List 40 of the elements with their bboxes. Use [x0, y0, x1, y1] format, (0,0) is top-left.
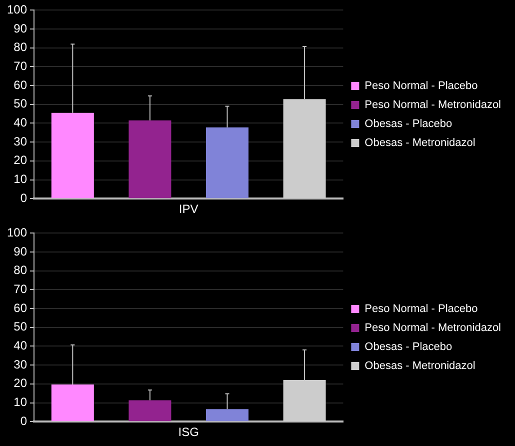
y-tick-label: 90 — [14, 244, 28, 258]
legend-label: Obesas - Placebo — [364, 341, 452, 354]
bar — [128, 400, 172, 422]
bar — [206, 409, 248, 422]
legend-label: Obesas - Metronidazol — [364, 137, 476, 150]
bar — [51, 112, 94, 198]
y-tick-label: 40 — [14, 116, 28, 130]
y-tick-label: 60 — [14, 78, 28, 92]
y-tick-label: 10 — [14, 172, 28, 186]
bar — [283, 99, 326, 198]
y-tick-label: 30 — [14, 134, 28, 148]
legend-label: Peso Normal - Placebo — [364, 80, 478, 92]
y-tick-label: 60 — [14, 300, 28, 315]
x-axis-title: IPV — [178, 202, 198, 216]
legend-label: Peso Normal - Metronidazol — [364, 322, 502, 334]
y-tick-label: 10 — [14, 395, 28, 410]
legend-label: Peso Normal - Metronidazol — [364, 99, 502, 112]
x-axis-title: ISG — [178, 425, 199, 440]
legend-label: Obesas - Metronidazol — [364, 360, 476, 372]
y-tick-label: 50 — [14, 96, 28, 111]
bar — [206, 127, 248, 198]
y-tick-label: 20 — [14, 376, 28, 390]
y-tick-label: 70 — [14, 59, 28, 74]
y-tick-label: 100 — [6, 226, 28, 240]
legend-label: Obesas - Placebo — [364, 118, 452, 130]
y-tick-label: 90 — [14, 21, 28, 36]
y-tick-label: 70 — [14, 282, 28, 296]
y-tick-label: 50 — [14, 320, 28, 334]
legend-label: Peso Normal - Placebo — [364, 303, 478, 316]
bar — [128, 120, 172, 198]
bar — [283, 380, 326, 422]
y-tick-label: 30 — [14, 357, 28, 372]
y-tick-label: 80 — [14, 40, 28, 54]
y-tick-label: 80 — [14, 263, 28, 278]
bar — [51, 384, 94, 422]
y-tick-label: 100 — [6, 2, 28, 17]
y-tick-label: 0 — [20, 190, 28, 205]
y-tick-label: 20 — [14, 153, 28, 168]
y-tick-label: 0 — [20, 414, 28, 428]
y-tick-label: 40 — [14, 338, 28, 353]
